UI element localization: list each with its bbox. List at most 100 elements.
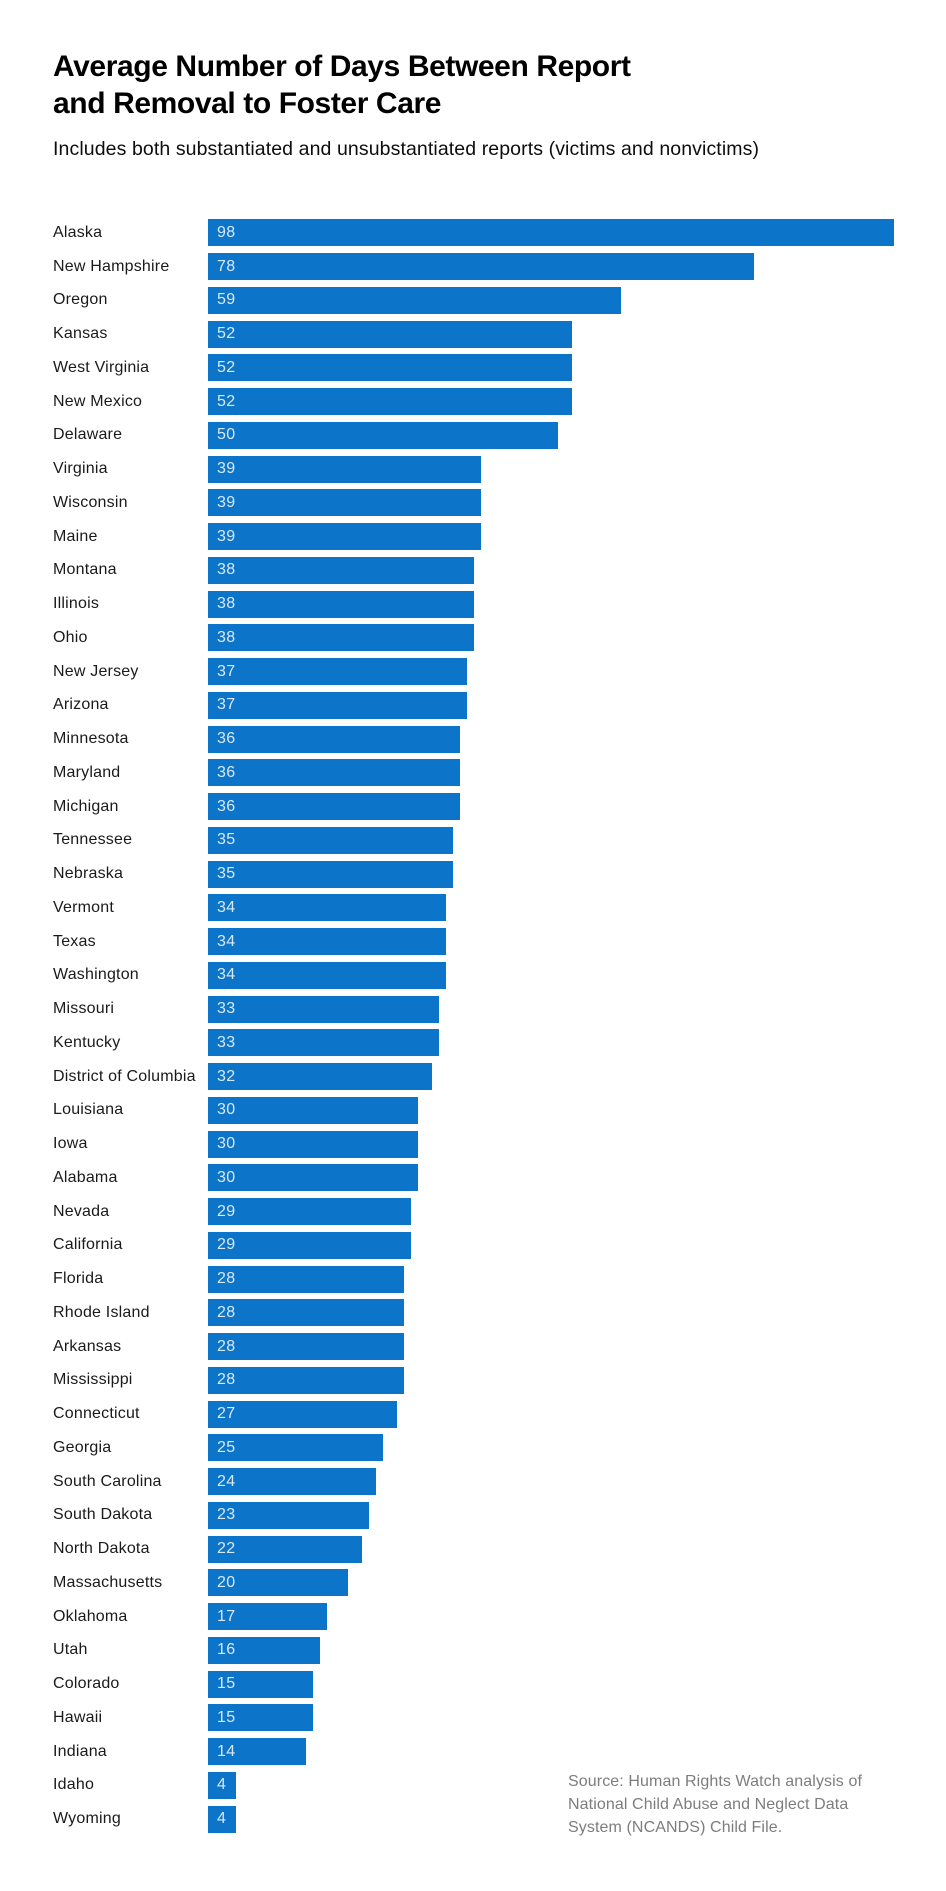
- value-bar: 16: [208, 1636, 320, 1664]
- bar-value-label: 25: [217, 1438, 236, 1456]
- bar-row: California 29: [0, 1229, 946, 1263]
- value-bar: 4: [208, 1805, 236, 1833]
- bar-row: Nebraska 35: [0, 857, 946, 891]
- value-bar: 98: [208, 219, 894, 247]
- state-label: North Dakota: [53, 1540, 150, 1558]
- bar-value-label: 37: [217, 662, 236, 680]
- state-label: California: [53, 1236, 123, 1254]
- value-bar: 52: [208, 320, 572, 348]
- bar-value-label: 28: [217, 1371, 236, 1389]
- state-label: Kentucky: [53, 1033, 121, 1051]
- bar-value-label: 29: [217, 1202, 236, 1220]
- bar-row: Alaska 98: [0, 216, 946, 250]
- value-bar: 78: [208, 253, 754, 281]
- value-bar: 36: [208, 793, 460, 821]
- state-label: Oklahoma: [53, 1607, 128, 1625]
- value-bar: 52: [208, 388, 572, 416]
- state-label: Michigan: [53, 797, 119, 815]
- value-bar: 30: [208, 1096, 418, 1124]
- bar-row: Idaho 4: [0, 1769, 946, 1803]
- bar-value-label: 38: [217, 628, 236, 646]
- state-label: Wyoming: [53, 1810, 121, 1828]
- bar-value-label: 23: [217, 1506, 236, 1524]
- bar-chart: Alaska 98 New Hampshire 78 Oregon 59 Kan…: [0, 216, 946, 1836]
- chart-title-line2: and Removal to Foster Care: [53, 87, 442, 120]
- bar-value-label: 36: [217, 797, 236, 815]
- state-label: Maine: [53, 527, 98, 545]
- state-label: Illinois: [53, 595, 100, 613]
- state-label: Rhode Island: [53, 1303, 150, 1321]
- bar-value-label: 22: [217, 1540, 236, 1558]
- bar-row: Michigan 36: [0, 790, 946, 824]
- chart-header: Average Number of Days Between Report an…: [53, 48, 933, 161]
- state-label: Connecticut: [53, 1405, 140, 1423]
- state-label: Alabama: [53, 1168, 118, 1186]
- bar-row: Louisiana 30: [0, 1094, 946, 1128]
- value-bar: 15: [208, 1670, 313, 1698]
- bar-row: North Dakota 22: [0, 1532, 946, 1566]
- bar-value-label: 98: [217, 223, 236, 241]
- value-bar: 33: [208, 1029, 439, 1057]
- bar-row: Massachusetts 20: [0, 1566, 946, 1600]
- state-label: Nevada: [53, 1202, 110, 1220]
- value-bar: 34: [208, 928, 446, 956]
- bar-row: Ohio 38: [0, 621, 946, 655]
- bar-value-label: 28: [217, 1270, 236, 1288]
- bar-row: Minnesota 36: [0, 722, 946, 756]
- bar-row: Hawaii 15: [0, 1701, 946, 1735]
- value-bar: 34: [208, 961, 446, 989]
- value-bar: 4: [208, 1771, 236, 1799]
- value-bar: 23: [208, 1501, 369, 1529]
- state-label: New Hampshire: [53, 257, 170, 275]
- bar-row: Iowa 30: [0, 1127, 946, 1161]
- bar-row: Texas 34: [0, 925, 946, 959]
- value-bar: 24: [208, 1468, 376, 1496]
- chart-subtitle: Includes both substantiated and unsubsta…: [53, 138, 760, 160]
- chart-title: Average Number of Days Between Report an…: [53, 48, 933, 122]
- bar-value-label: 33: [217, 1033, 236, 1051]
- bar-row: Indiana 14: [0, 1735, 946, 1769]
- bar-value-label: 20: [217, 1573, 236, 1591]
- bar-row: Vermont 34: [0, 891, 946, 925]
- bar-value-label: 34: [217, 898, 236, 916]
- state-label: Alaska: [53, 223, 103, 241]
- value-bar: 35: [208, 826, 453, 854]
- bar-value-label: 30: [217, 1168, 236, 1186]
- source-line3: System (NCANDS) Child File.: [568, 1819, 783, 1836]
- bar-value-label: 38: [217, 595, 236, 613]
- value-bar: 29: [208, 1198, 411, 1226]
- bar-row: Missouri 33: [0, 992, 946, 1026]
- bar-row: Rhode Island 28: [0, 1296, 946, 1330]
- bar-row: Wyoming 4: [0, 1802, 946, 1836]
- bar-value-label: 37: [217, 696, 236, 714]
- bar-value-label: 33: [217, 1000, 236, 1018]
- state-label: Washington: [53, 966, 139, 984]
- value-bar: 33: [208, 995, 439, 1023]
- bar-row: New Hampshire 78: [0, 250, 946, 284]
- value-bar: 15: [208, 1704, 313, 1732]
- value-bar: 25: [208, 1434, 383, 1462]
- state-label: Kansas: [53, 325, 108, 343]
- bar-row: Oklahoma 17: [0, 1600, 946, 1634]
- bar-row: Arkansas 28: [0, 1330, 946, 1364]
- bar-row: South Carolina 24: [0, 1465, 946, 1499]
- bar-row: New Jersey 37: [0, 655, 946, 689]
- value-bar: 28: [208, 1366, 404, 1394]
- bar-row: Nevada 29: [0, 1195, 946, 1229]
- value-bar: 30: [208, 1164, 418, 1192]
- value-bar: 38: [208, 556, 474, 584]
- bar-value-label: 30: [217, 1135, 236, 1153]
- state-label: District of Columbia: [53, 1067, 196, 1085]
- source-note: Source: Human Rights Watch analysis of N…: [568, 1770, 928, 1839]
- bar-row: Kentucky 33: [0, 1026, 946, 1060]
- bar-row: Colorado 15: [0, 1667, 946, 1701]
- bar-value-label: 30: [217, 1101, 236, 1119]
- value-bar: 30: [208, 1130, 418, 1158]
- value-bar: 37: [208, 658, 467, 686]
- state-label: South Dakota: [53, 1506, 153, 1524]
- state-label: Virginia: [53, 460, 108, 478]
- bar-value-label: 39: [217, 460, 236, 478]
- bar-value-label: 59: [217, 291, 236, 309]
- state-label: Maryland: [53, 763, 121, 781]
- bar-row: Virginia 39: [0, 452, 946, 486]
